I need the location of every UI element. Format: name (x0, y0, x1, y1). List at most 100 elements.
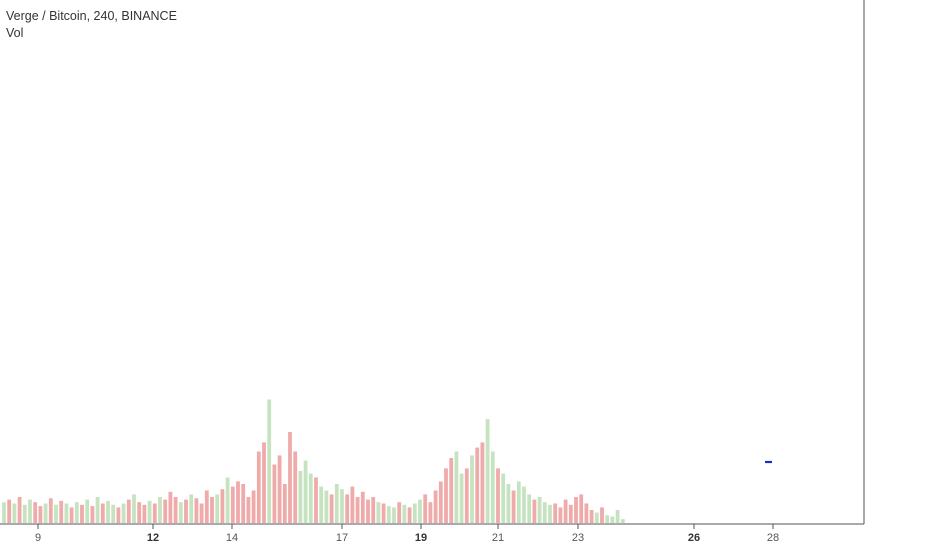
volume-bar (277, 455, 282, 523)
volume-bar (54, 504, 58, 523)
volume-bar (152, 503, 157, 523)
volume-bar (215, 494, 220, 523)
volume-bar (43, 503, 48, 523)
volume-bar (168, 491, 173, 523)
volume-bar (511, 490, 516, 523)
volume-bar (173, 497, 178, 523)
volume-bar (386, 506, 391, 523)
volume-bar (69, 507, 74, 523)
volume-bar (496, 468, 500, 523)
volume-bar (584, 503, 589, 523)
volume-bar (178, 502, 183, 523)
volume-bar (137, 502, 142, 523)
volume-bar (381, 503, 386, 523)
volume-bar (532, 499, 537, 523)
volume-bar (501, 473, 506, 523)
volume-bar (204, 490, 209, 523)
volume-bar (189, 494, 194, 523)
volume-bar (605, 515, 610, 523)
volume-bar (412, 503, 417, 523)
volume-bar (371, 497, 376, 523)
volume-bar (262, 442, 266, 523)
volume-bar (132, 494, 136, 523)
time-tick-label: 14 (226, 532, 238, 544)
volume-bar (241, 484, 246, 523)
volume-bar (121, 503, 126, 523)
volume-bar (334, 484, 339, 523)
volume-bar (194, 498, 199, 523)
volume-bar (537, 497, 542, 523)
volume-bar (563, 499, 568, 523)
volume-bar (418, 499, 422, 523)
volume-bar (64, 503, 69, 523)
volume-bar (267, 399, 272, 523)
drawings (765, 460, 772, 464)
volume-bar (106, 500, 110, 523)
volume-bar (80, 504, 84, 523)
volume-bar (17, 497, 22, 523)
volume-bar (579, 494, 584, 523)
time-tick-label: 21 (492, 532, 504, 544)
volume-bar (225, 477, 230, 523)
volume-bar (558, 507, 563, 523)
volume-bar (366, 499, 370, 523)
volume-bar (147, 500, 152, 523)
volume-bar (319, 486, 324, 523)
time-tick-label: 12 (147, 532, 159, 544)
volume-bar (308, 473, 313, 523)
time-tick-label: 23 (572, 532, 584, 544)
volume-bar (610, 516, 615, 523)
volume-bar (100, 503, 105, 523)
volume-bar (324, 490, 329, 523)
volume-bar (111, 504, 116, 523)
chart-title: Verge / Bitcoin, 240, BINANCE (6, 9, 177, 23)
volume-bar (116, 507, 121, 523)
volume-bar (38, 506, 43, 523)
volume-bar (542, 502, 547, 523)
volume-bars (2, 399, 625, 523)
volume-bar (184, 499, 188, 523)
volume-bar (485, 419, 490, 523)
volume-bar (246, 497, 251, 523)
volume-bar (568, 504, 573, 523)
volume-bar (251, 490, 256, 523)
time-tick-label: 19 (415, 532, 427, 544)
volume-bar (48, 498, 53, 523)
volume-bar (423, 494, 428, 523)
volume-bar (589, 510, 594, 523)
time-tick-label: 9 (35, 532, 41, 544)
volume-bar (272, 464, 277, 523)
volume-bar (298, 471, 303, 523)
volume-bar (355, 497, 360, 523)
volume-bar (464, 468, 469, 523)
volume-bar (288, 432, 292, 523)
volume-bar (220, 489, 225, 523)
time-tick-label: 28 (767, 532, 779, 544)
volume-bar (33, 502, 38, 523)
volume-bar (376, 502, 381, 523)
volume-bar (433, 490, 438, 523)
volume-bar (438, 481, 443, 523)
volume-bar (397, 502, 402, 523)
volume-bar (360, 491, 365, 523)
volume-bar (142, 504, 147, 523)
volume-bar (594, 512, 599, 523)
volume-bar (22, 504, 27, 523)
volume-bar (449, 458, 454, 523)
volume-bar (475, 447, 480, 523)
volume-bar (527, 494, 532, 523)
volume-bar (85, 499, 90, 523)
volume-bar (548, 504, 552, 523)
volume-bar (428, 502, 433, 523)
volume-bar (303, 460, 308, 523)
volume-bar (620, 519, 625, 523)
volume-bar (7, 499, 12, 523)
volume-bar (329, 494, 334, 523)
volume-bar (230, 486, 235, 523)
volume-bar (444, 468, 448, 523)
volume-bar (126, 499, 131, 523)
volume-bar (282, 484, 287, 523)
volume-bar (506, 484, 511, 523)
volume-bar (470, 455, 474, 523)
